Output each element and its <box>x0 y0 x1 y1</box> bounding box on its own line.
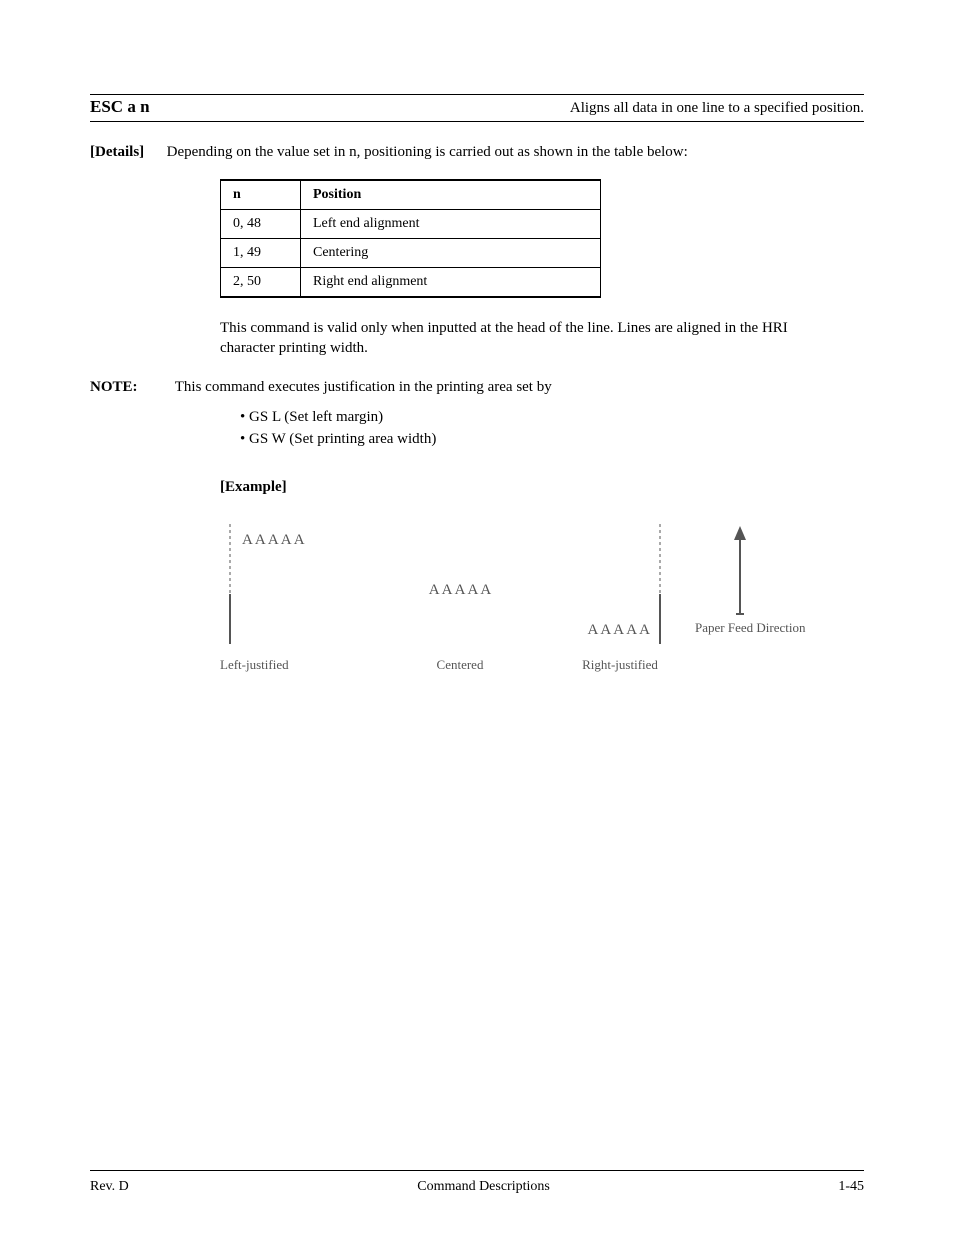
note-text: This command executes justification in t… <box>175 379 552 395</box>
note-line: NOTE: This command executes justificatio… <box>90 379 864 396</box>
list-item: GS W (Set printing area width) <box>240 428 864 451</box>
footer-left: Rev. D <box>90 1179 129 1195</box>
details-intro: Depending on the value set in n, positio… <box>167 144 688 160</box>
details-label: [Details] <box>90 144 144 160</box>
diagram-text-center: A A A A A <box>429 582 492 598</box>
diagram-label-left: Left-justified <box>220 657 289 672</box>
diagram-text-right: A A A A A <box>587 622 650 638</box>
table-header-n: n <box>221 180 301 210</box>
page-footer: Rev. D Command Descriptions 1-45 <box>90 1170 864 1195</box>
list-item: GS L (Set left margin) <box>240 406 864 429</box>
table-row: 0, 48 Left end alignment <box>221 210 601 239</box>
table-row: 2, 50 Right end alignment <box>221 268 601 298</box>
note-label: NOTE: <box>90 379 138 395</box>
justification-diagram: A A A A A Left-justified A A A A A Cente… <box>220 514 864 709</box>
top-rule <box>90 94 864 95</box>
table-cell: Centering <box>301 239 601 268</box>
details-row: [Details] Depending on the value set in … <box>90 144 864 161</box>
diagram-text-left: A A A A A <box>242 532 305 548</box>
arrow-up-icon <box>734 526 746 540</box>
command-header: ESC a n Aligns all data in one line to a… <box>90 97 864 117</box>
table-cell: 1, 49 <box>221 239 301 268</box>
diagram-label-center: Centered <box>437 657 484 672</box>
table-cell: 0, 48 <box>221 210 301 239</box>
options-table: n Position 0, 48 Left end alignment 1, 4… <box>220 179 601 298</box>
diagram-label-arrow: Paper Feed Direction <box>695 620 806 635</box>
table-cell: Right end alignment <box>301 268 601 298</box>
example-label: [Example] <box>220 479 864 496</box>
table-row: 1, 49 Centering <box>221 239 601 268</box>
footer-right: 1-45 <box>838 1179 864 1195</box>
table-cell: 2, 50 <box>221 268 301 298</box>
table-cell: Left end alignment <box>301 210 601 239</box>
mid-rule <box>90 121 864 122</box>
options-table-wrap: n Position 0, 48 Left end alignment 1, 4… <box>220 179 864 298</box>
note-bullets: GS L (Set left margin) GS W (Set printin… <box>90 406 864 451</box>
command-desc: Aligns all data in one line to a specifi… <box>570 100 864 117</box>
diagram-label-right: Right-justified <box>582 657 658 672</box>
table-header-position: Position <box>301 180 601 210</box>
paragraph-validity: This command is valid only when inputted… <box>220 318 820 359</box>
command-name: ESC a n <box>90 97 150 117</box>
footer-center: Command Descriptions <box>417 1179 550 1195</box>
